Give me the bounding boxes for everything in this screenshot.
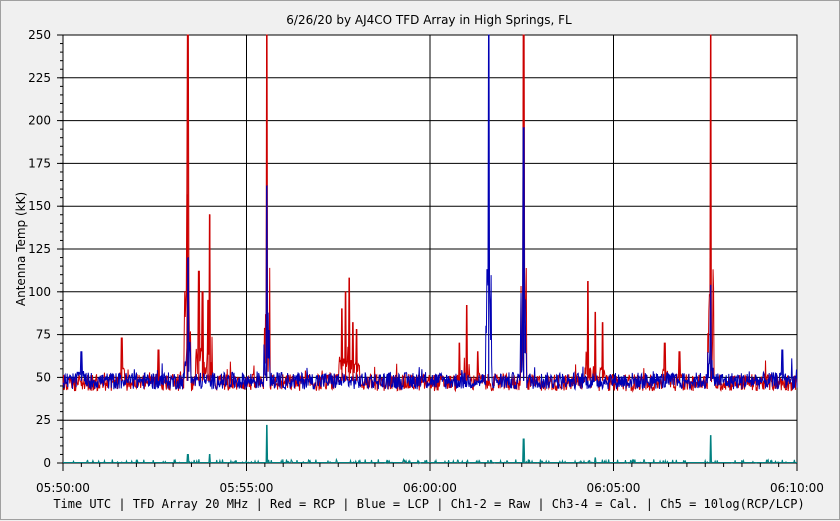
grid-layer — [63, 35, 797, 463]
y-tick-label: 75 — [36, 328, 51, 342]
x-tick-label: 05:55:00 — [220, 481, 274, 495]
y-tick-label: 0 — [43, 456, 51, 470]
x-tick-label: 06:05:00 — [587, 481, 641, 495]
y-tick-label: 125 — [28, 242, 51, 256]
y-tick-label: 50 — [36, 370, 51, 384]
chart-title: 6/26/20 by AJ4CO TFD Array in High Sprin… — [286, 13, 572, 27]
series-line-ch5-ratio — [63, 424, 797, 465]
y-tick-label: 250 — [28, 28, 51, 42]
x-tick-label: 06:10:00 — [770, 481, 824, 495]
x-axis-label: Time UTC | TFD Array 20 MHz | Red = RCP … — [53, 497, 804, 511]
y-tick-label: 25 — [36, 413, 51, 427]
y-tick-label: 225 — [28, 71, 51, 85]
x-tick-label: 05:50:00 — [36, 481, 90, 495]
axis-layer: 0 25 50 75 100 125 150 175 200 225 250 05:50:00 05:5… — [28, 28, 824, 495]
x-tick-label: 06:00:00 — [403, 481, 457, 495]
series-line-lcp — [62, 34, 798, 391]
series-layer — [62, 34, 798, 465]
y-tick-label: 150 — [28, 199, 51, 213]
y-tick-label: 100 — [28, 285, 51, 299]
series-line-rcp — [62, 34, 798, 393]
y-tick-label: 200 — [28, 114, 51, 128]
y-tick-label: 175 — [28, 156, 51, 170]
y-axis-label: Antenna Temp (kK) — [14, 192, 28, 306]
